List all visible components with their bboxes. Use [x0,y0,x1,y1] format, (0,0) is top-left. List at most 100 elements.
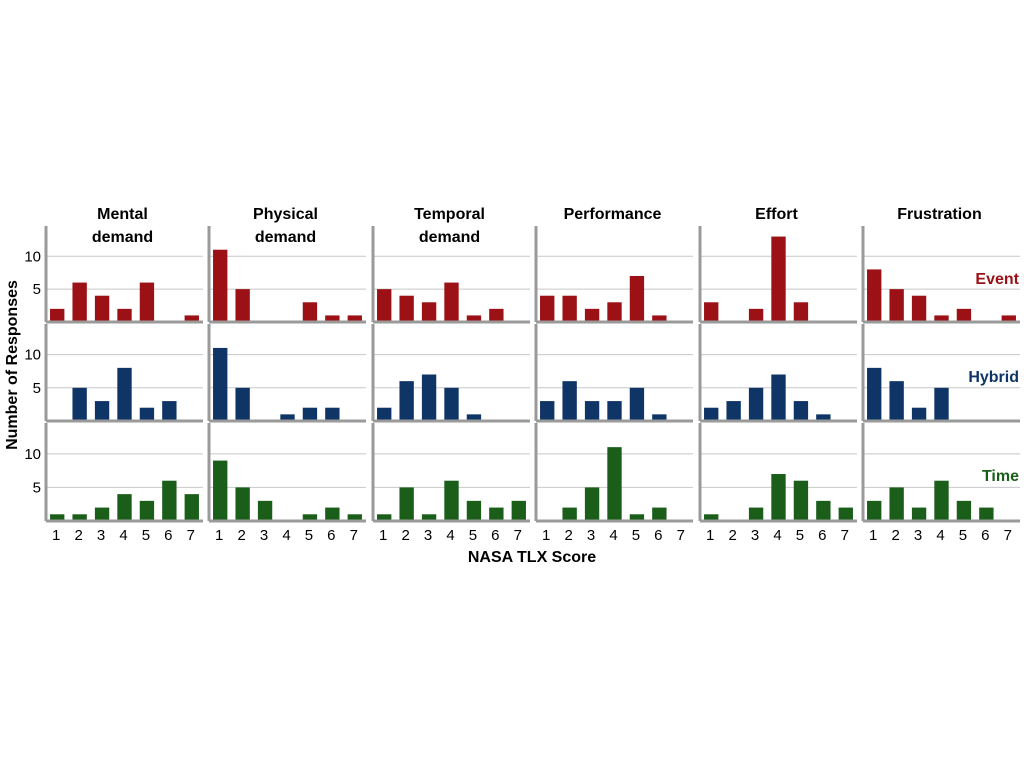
bar-hybrid-mental-3 [94,401,110,421]
column-title-performance: Performance [564,206,662,223]
bar-time-effort-3 [748,507,764,521]
column-title-mental: Mental [97,206,148,223]
column-titles: Mental demand Physical demand Temporal demand… [92,206,982,246]
bar-event-mental-3 [94,295,110,322]
bar-event-mental-2 [72,282,87,322]
x-tick-label: 5 [632,527,640,544]
x-tick-label: 2 [564,527,572,544]
x-tick-label: 2 [237,527,245,544]
x-tick-label: 1 [52,527,60,544]
x-tick-label: 4 [936,527,944,544]
x-tick-label: 4 [446,527,454,544]
y-tick-label: 5 [33,281,41,298]
bar-event-frustration-7 [1001,315,1016,322]
bar-event-performance-1 [540,295,555,322]
bar-time-physical-2 [235,487,250,521]
bar-time-temporal-5 [466,500,482,521]
bar-time-physical-3 [257,500,273,521]
bar-hybrid-effort-6 [816,414,831,421]
y-axis-title: Number of Responses [4,280,21,450]
x-tick-label: 3 [424,527,432,544]
bar-time-performance-6 [652,507,667,521]
bar-hybrid-frustration-1 [867,367,882,421]
bar-hybrid-performance-2 [562,381,577,421]
bar-time-temporal-3 [421,514,437,521]
x-tick-label: 4 [282,527,290,544]
x-tick-label: 7 [514,527,522,544]
bar-time-effort-6 [816,500,831,521]
y-axis-ticks: 5 10 5 10 5 10 [24,248,41,496]
bar-event-effort-1 [704,302,719,322]
bar-event-temporal-1 [377,289,392,322]
bar-event-frustration-5 [956,308,972,322]
bar-hybrid-mental-2 [72,387,87,421]
bar-event-effort-5 [793,302,809,322]
x-tick-label: 2 [728,527,736,544]
panel-hybrid-effort [698,324,857,423]
bar-event-mental-4 [117,308,132,322]
x-tick-label: 4 [119,527,127,544]
bar-hybrid-temporal-5 [466,414,482,421]
bar-hybrid-physical-6 [325,407,340,421]
panel-event-performance [534,226,693,324]
bar-event-performance-6 [652,315,667,322]
y-tick-label: 10 [24,248,41,265]
bar-event-performance-2 [562,295,577,322]
bar-hybrid-effort-4 [771,374,786,421]
row-label-time: Time [982,468,1019,485]
bar-hybrid-physical-1 [213,347,228,421]
bar-hybrid-frustration-3 [911,407,927,421]
x-tick-label: 7 [350,527,358,544]
bar-event-temporal-2 [399,295,414,322]
row-labels: Event Hybrid Time [968,271,1019,485]
bar-event-temporal-4 [444,282,459,322]
bar-time-frustration-5 [956,500,972,521]
bar-time-temporal-7 [511,500,526,521]
panel-time-performance [534,423,693,523]
bar-hybrid-temporal-4 [444,387,459,421]
x-tick-label: 6 [818,527,826,544]
bar-time-frustration-6 [979,507,994,521]
bar-time-performance-4 [607,447,622,521]
bar-time-temporal-4 [444,480,459,521]
x-tick-label: 5 [796,527,804,544]
panel-time-physical [207,423,366,523]
x-tick-label: 7 [187,527,195,544]
x-tick-label: 1 [215,527,223,544]
bar-hybrid-effort-5 [793,401,809,421]
column-title-mental: demand [92,229,153,246]
bar-event-frustration-4 [934,315,949,322]
bar-time-temporal-1 [377,514,392,521]
bar-event-physical-2 [235,289,250,322]
bar-time-effort-4 [771,474,786,521]
bar-event-effort-4 [771,236,786,322]
x-tick-label: 7 [841,527,849,544]
column-title-temporal: Temporal [414,206,485,223]
x-tick-label: 7 [1004,527,1012,544]
bar-event-frustration-1 [867,269,882,322]
bar-hybrid-physical-5 [302,407,318,421]
column-title-physical: Physical [253,206,318,223]
bar-event-mental-7 [184,315,199,322]
bar-time-mental-7 [184,494,199,521]
bar-hybrid-physical-4 [280,414,295,421]
bar-time-performance-5 [629,514,645,521]
x-tick-label: 3 [587,527,595,544]
bar-time-physical-5 [302,514,318,521]
x-tick-label: 2 [891,527,899,544]
bar-hybrid-effort-2 [726,401,741,421]
panel-grid [44,226,1020,523]
x-tick-label: 2 [74,527,82,544]
bar-time-physical-1 [213,460,228,521]
bar-hybrid-temporal-2 [399,381,414,421]
bar-hybrid-performance-1 [540,401,555,421]
bar-time-performance-2 [562,507,577,521]
bar-time-mental-1 [50,514,65,521]
panel-event-mental [44,226,203,324]
bar-time-frustration-3 [911,507,927,521]
panel-hybrid-temporal [371,324,530,423]
bar-event-temporal-6 [489,308,504,322]
x-tick-label: 6 [981,527,989,544]
bar-hybrid-performance-4 [607,401,622,421]
